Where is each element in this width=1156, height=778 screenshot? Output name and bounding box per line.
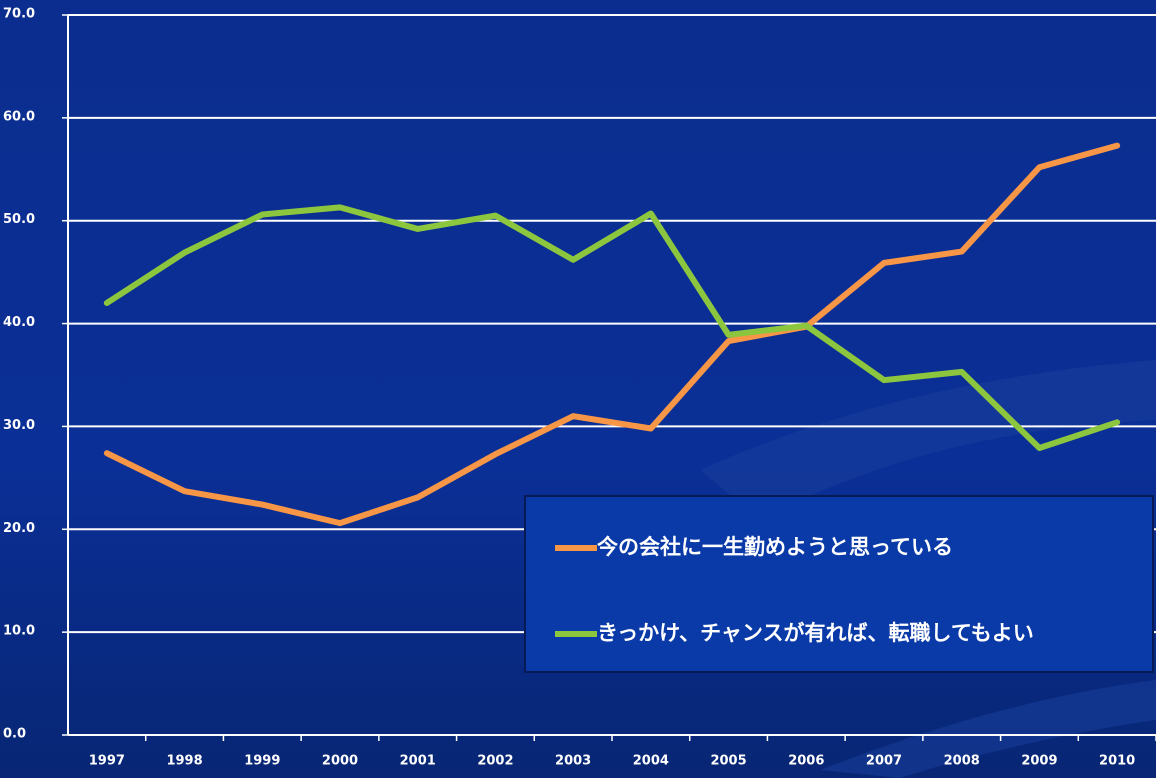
x-tick-label: 2002: [477, 754, 513, 769]
y-tick-label: 30.0: [3, 418, 35, 433]
decor-swoosh: [700, 360, 1156, 520]
legend-box: [524, 495, 1154, 673]
x-tick-label: 2008: [944, 754, 980, 769]
x-tick-label: 2000: [322, 754, 358, 769]
y-tick-label: 70.0: [3, 7, 35, 22]
x-tick-label: 2010: [1099, 754, 1135, 769]
y-tick-label: 10.0: [3, 624, 35, 639]
x-tick-label: 1998: [166, 754, 202, 769]
series-line: [103, 142, 1121, 527]
y-tick-label: 60.0: [3, 109, 35, 124]
legend-label: きっかけ、チャンスが有れば、転職してもよい: [597, 621, 1034, 645]
y-tick-label: 40.0: [3, 315, 35, 330]
series-line: [103, 204, 1121, 452]
x-tick-label: 2004: [633, 754, 669, 769]
y-tick-label: 20.0: [3, 521, 35, 536]
x-tick-label: 1997: [89, 754, 125, 769]
x-tick-label: 2009: [1021, 754, 1057, 769]
x-tick-label: 2003: [555, 754, 591, 769]
x-tick-label: 2001: [400, 754, 436, 769]
legend-label: 今の会社に一生勤めようと思っている: [597, 535, 953, 559]
x-tick-label: 2006: [788, 754, 824, 769]
x-tick-label: 2005: [710, 754, 746, 769]
y-tick-label: 50.0: [3, 212, 35, 227]
decor-swoosh: [820, 680, 1156, 778]
x-tick-label: 1999: [244, 754, 280, 769]
y-tick-label: 0.0: [3, 727, 26, 742]
x-tick-label: 2007: [866, 754, 902, 769]
